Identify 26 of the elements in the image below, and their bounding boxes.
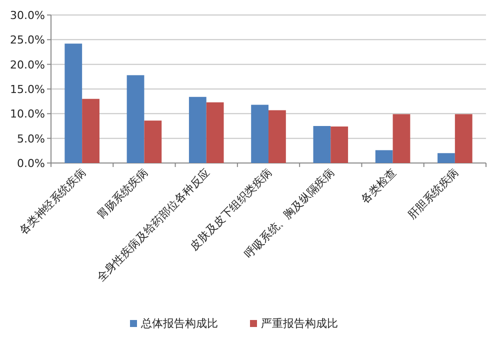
bar <box>64 44 82 163</box>
bar <box>144 120 162 163</box>
bar <box>392 114 410 163</box>
x-tick-label: 胃肠系统疾病 <box>94 166 150 222</box>
x-tick-label: 各类检查 <box>358 166 399 206</box>
y-tick-label: 5.0% <box>17 132 45 146</box>
y-tick-label: 20.0% <box>10 58 45 72</box>
legend-label: 总体报告构成比 <box>140 317 218 330</box>
bar <box>375 150 393 163</box>
bar <box>188 96 206 163</box>
y-tick-label: 25.0% <box>10 34 45 47</box>
bar <box>330 126 348 163</box>
bar <box>126 75 144 163</box>
bar <box>438 153 455 163</box>
bar <box>251 104 268 163</box>
y-tick-label: 10.0% <box>10 108 45 121</box>
bar <box>268 110 286 163</box>
y-tick-label: 30.0% <box>10 9 45 22</box>
bar <box>454 114 472 163</box>
bar <box>206 102 224 163</box>
bar <box>313 126 331 163</box>
y-tick-label: 15.0% <box>10 83 45 96</box>
y-tick-label: 0.0% <box>17 157 45 170</box>
x-tick-label: 肝胆系统疾病 <box>405 166 462 222</box>
bar <box>82 98 100 163</box>
legend-label: 严重报告构成比 <box>261 317 338 330</box>
